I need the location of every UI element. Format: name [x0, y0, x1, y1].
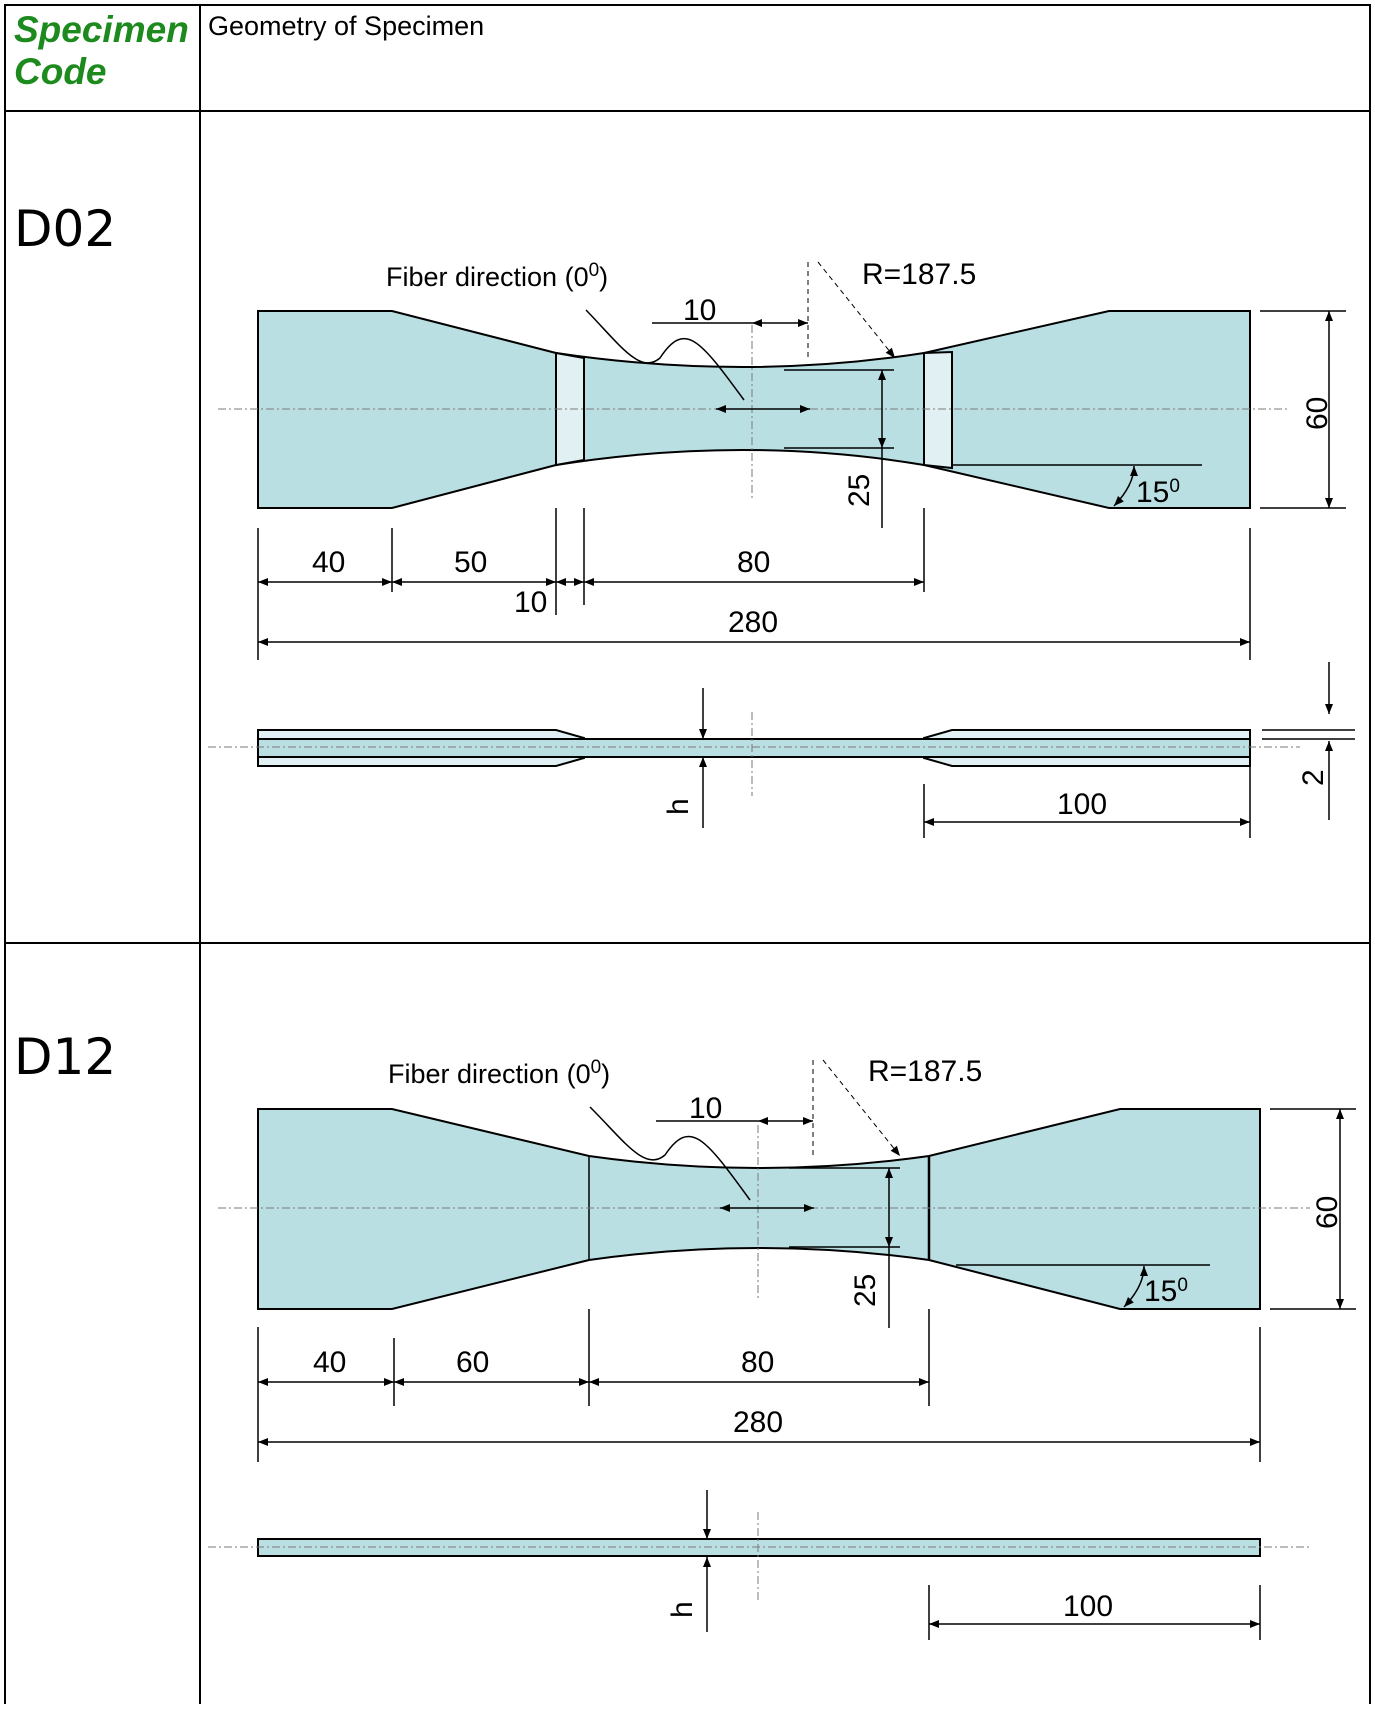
- d12-radius-label: R=187.5: [868, 1055, 982, 1088]
- d02-dim-gauge-width: 25: [843, 474, 876, 507]
- d02-radius-label: R=187.5: [862, 258, 976, 291]
- d02-dim-grip: 40: [312, 546, 345, 579]
- specimen-code-header-line1: Specimen: [14, 9, 189, 50]
- d12-dim-total-width: 60: [1311, 1196, 1344, 1229]
- d12-dim-grip: 40: [313, 1346, 346, 1379]
- specimen-code-header-line2: Code: [14, 51, 107, 92]
- d02-side-view: h 2 100: [208, 662, 1355, 838]
- d12-dim-gauge-width: 25: [849, 1274, 882, 1307]
- d02-tab-right: [923, 350, 953, 470]
- d02-dim-tab-length: 100: [1057, 788, 1107, 821]
- d12-plan-view: Fiber direction (00) R=187.5 10 25 60 15…: [218, 1055, 1356, 1462]
- d02-plan-view: Fiber direction (00) R=187.5 10 25 60 15…: [218, 258, 1346, 660]
- d12-dim-thickness: h: [666, 1601, 699, 1618]
- d12-dim-offset: 10: [689, 1092, 722, 1125]
- specimen-code-d02: D02: [14, 200, 116, 258]
- d12-specimen-outline: [257, 1108, 1261, 1310]
- d02-dim-total-width: 60: [1301, 397, 1334, 430]
- table-grid: [4, 4, 1371, 1709]
- d02-dim-tab: 10: [514, 586, 547, 619]
- d02-angle: 150: [1136, 476, 1180, 509]
- d12-dim-taper: 60: [456, 1346, 489, 1379]
- d12-angle: 150: [1144, 1275, 1188, 1308]
- d12-dim-total: 280: [733, 1406, 783, 1439]
- d12-dim-tab-length: 100: [1063, 1590, 1113, 1623]
- d02-dim-offset: 10: [683, 294, 716, 327]
- d02-dim-tab-thickness: 2: [1297, 769, 1330, 786]
- d12-fiber-label: Fiber direction (00): [388, 1057, 610, 1089]
- d02-dim-gauge: 80: [737, 546, 770, 579]
- specimen-code-d12: D12: [14, 1028, 116, 1086]
- d12-side-view: h 100: [208, 1490, 1310, 1640]
- d02-dim-thickness: h: [662, 798, 695, 815]
- geometry-header: Geometry of Specimen: [208, 11, 484, 41]
- d02-fiber-label: Fiber direction (00): [386, 260, 608, 292]
- d12-dim-gauge: 80: [741, 1346, 774, 1379]
- d02-dim-total: 280: [728, 606, 778, 639]
- d02-dim-taper: 50: [454, 546, 487, 579]
